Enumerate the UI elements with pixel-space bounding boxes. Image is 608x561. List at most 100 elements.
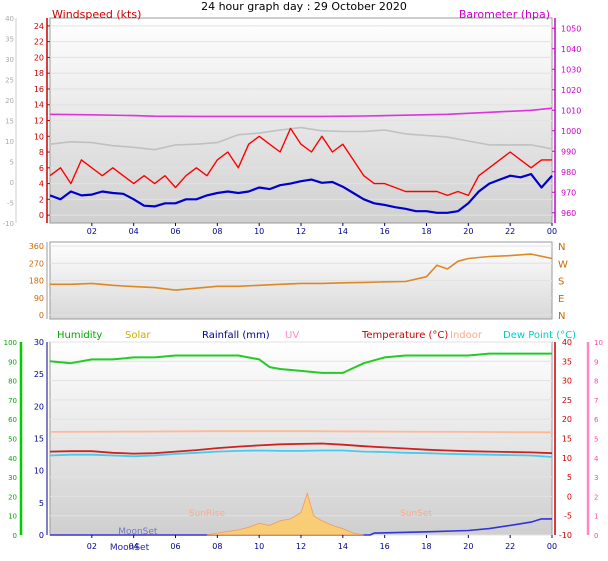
compass-label: S xyxy=(558,277,564,288)
wind-outer-axis: 40 35 30 25 20 15 10 5 0 -5 -10 xyxy=(3,15,17,228)
windspeed-axis-label: Windspeed (kts) xyxy=(52,8,141,21)
legend-entry: UV xyxy=(285,330,299,341)
temperature-tick-label: -10 xyxy=(559,531,572,540)
barometer-tick-label: 1030 xyxy=(561,65,581,74)
barometer-tick-label: 1040 xyxy=(561,45,581,54)
time-tick-label: 16 xyxy=(380,227,390,236)
series-area-solar xyxy=(206,491,364,536)
temperature-tick-label: 5 xyxy=(567,473,572,482)
time-tick-label: 18 xyxy=(421,227,431,236)
barometer-tick-label: 1020 xyxy=(561,86,581,95)
outer-axis-tick-label: -5 xyxy=(7,200,14,208)
humidity-tick-label: 50 xyxy=(8,436,17,444)
time-tick-label: 18 xyxy=(421,542,431,551)
time-tick-label: 06 xyxy=(170,227,180,236)
temperature-tick-label: 15 xyxy=(562,435,572,444)
temperature-axis: 40 35 30 25 20 15 10 5 0 -5 -10 xyxy=(554,338,572,540)
rainfall-tick-label: 15 xyxy=(34,435,44,444)
time-tick-label: 04 xyxy=(129,542,139,551)
series-line-temperature xyxy=(49,442,553,455)
series-line-rainfall xyxy=(50,518,552,536)
time-tick-label: 10 xyxy=(254,542,264,551)
time-tick-label: 22 xyxy=(505,542,515,551)
outer-axis-tick-label: 0 xyxy=(10,179,14,187)
outer-axis-tick-label: 25 xyxy=(5,77,14,85)
time-tick-label: 02 xyxy=(87,227,97,236)
temperature-time-axis: 02 04 06 08 10 12 14 16 18 20 22 00 xyxy=(87,535,557,551)
time-tick-label: 08 xyxy=(212,542,222,551)
rainfall-tick-label: 20 xyxy=(34,402,44,411)
series-line-wind-average xyxy=(49,173,553,214)
legend-entry: Dew Point (°C) xyxy=(503,330,576,341)
time-tick-label: 00 xyxy=(547,227,557,236)
rainfall-tick-label: 25 xyxy=(34,370,44,379)
temperature-tick-label: 25 xyxy=(562,396,572,405)
legend-entry: Indoor xyxy=(450,330,483,341)
annotation-label: SunSet xyxy=(400,509,432,519)
temperature-tick-label: 35 xyxy=(562,357,572,366)
direction-series xyxy=(50,253,553,291)
temperature-tick-label: 0 xyxy=(567,492,572,501)
outer-axis-tick-label: 30 xyxy=(5,56,14,64)
outer-axis-tick-label: -10 xyxy=(3,220,14,228)
wind-panel-gridlines xyxy=(50,25,552,216)
page-title: 24 hour graph day : 29 October 2020 xyxy=(201,0,407,13)
series-line-wind-direction xyxy=(50,253,553,291)
temperature-tick-label: 10 xyxy=(562,454,572,463)
windspeed-tick-label: 14 xyxy=(34,101,44,110)
time-tick-label: 02 xyxy=(87,542,97,551)
direction-tick-label: 360 xyxy=(29,242,44,251)
uv-tick-label: 1 xyxy=(594,513,598,521)
barometer-axis-label: Barometer (hpa) xyxy=(459,8,550,21)
windspeed-tick-label: 20 xyxy=(34,53,44,62)
series-line-indoor-temperature xyxy=(49,430,553,434)
temperature-series xyxy=(49,352,553,536)
time-tick-label: 12 xyxy=(296,542,306,551)
rainfall-tick-label: 10 xyxy=(34,467,44,476)
direction-tick-label: 180 xyxy=(29,277,44,286)
windspeed-tick-label: 4 xyxy=(39,180,44,189)
wind-time-axis: 02 04 06 08 10 12 14 16 18 20 22 00 xyxy=(87,223,557,236)
uv-tick-label: 5 xyxy=(594,436,598,444)
direction-tick-label: 270 xyxy=(29,259,44,268)
temperature-tick-label: 40 xyxy=(562,338,572,347)
legend-entry: Humidity xyxy=(57,330,102,341)
humidity-tick-label: 60 xyxy=(8,416,17,424)
time-tick-label: 04 xyxy=(129,227,139,236)
direction-panel-gridlines xyxy=(50,245,552,316)
series-line-wind-gust-upper xyxy=(49,126,553,151)
humidity-tick-label: 70 xyxy=(8,397,17,405)
time-tick-label: 00 xyxy=(547,542,557,551)
time-tick-label: 06 xyxy=(170,542,180,551)
outer-axis-tick-label: 5 xyxy=(10,159,14,167)
windspeed-tick-label: 6 xyxy=(39,164,44,173)
barometer-tick-label: 1000 xyxy=(561,127,581,136)
humidity-tick-label: 80 xyxy=(8,378,17,386)
barometer-tick-label: 960 xyxy=(561,209,576,218)
uv-tick-label: 4 xyxy=(594,455,599,463)
sun-moon-annotations: SunRise SunSet MoonSet MoonSet xyxy=(110,509,433,553)
uv-tick-label: 0 xyxy=(594,532,598,540)
barometer-tick-label: 990 xyxy=(561,147,576,156)
annotation-label: MoonSet xyxy=(118,527,158,537)
time-tick-label: 14 xyxy=(338,542,348,551)
humidity-tick-label: 10 xyxy=(8,513,17,521)
annotation-label: SunRise xyxy=(189,509,226,519)
compass-label: N xyxy=(558,242,565,253)
legend-entry: Temperature (°C) xyxy=(361,330,448,341)
legend-entry: Rainfall (mm) xyxy=(202,330,270,341)
rainfall-tick-label: 30 xyxy=(34,338,44,347)
time-tick-label: 08 xyxy=(212,227,222,236)
wind-barometer-series xyxy=(49,107,553,214)
annotation-label: MoonSet xyxy=(110,543,150,553)
temperature-tick-label: -5 xyxy=(564,512,572,521)
windspeed-tick-label: 12 xyxy=(34,117,44,126)
temperature-tick-label: 30 xyxy=(562,377,572,386)
uv-tick-label: 9 xyxy=(594,358,598,366)
time-tick-label: 16 xyxy=(380,542,390,551)
compass-label: W xyxy=(558,259,568,270)
barometer-tick-label: 980 xyxy=(561,168,576,177)
series-line-barometer xyxy=(49,107,553,118)
